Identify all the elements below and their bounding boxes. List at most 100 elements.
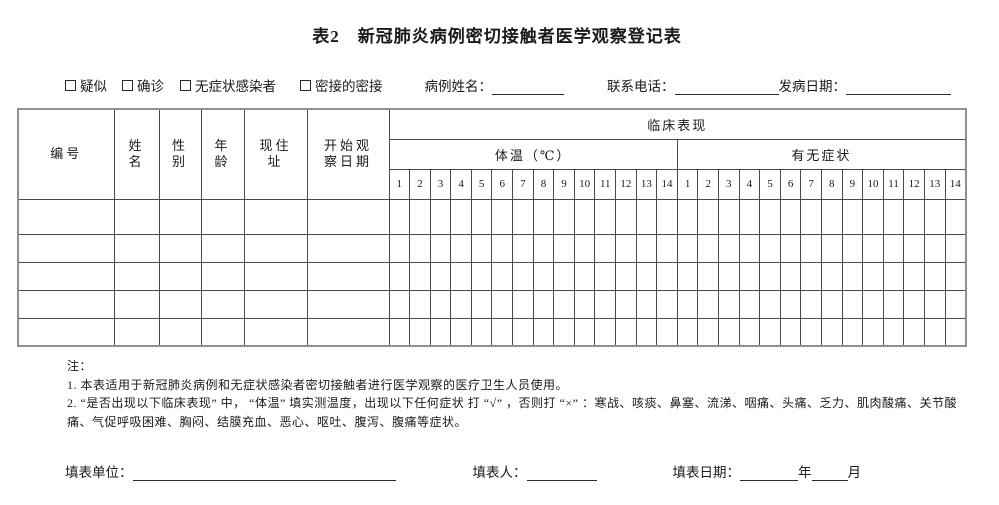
empty-cell[interactable]: [820, 198, 843, 235]
fill-date-month-blank[interactable]: [811, 467, 848, 482]
empty-cell[interactable]: [388, 198, 411, 235]
empty-cell[interactable]: [450, 233, 472, 263]
empty-cell[interactable]: [429, 289, 452, 319]
empty-cell[interactable]: [594, 289, 617, 319]
empty-cell[interactable]: [676, 261, 699, 291]
empty-cell[interactable]: [113, 317, 160, 347]
empty-cell[interactable]: [882, 233, 905, 263]
empty-cell[interactable]: [903, 198, 925, 235]
empty-cell[interactable]: [491, 317, 514, 347]
empty-cell[interactable]: [306, 317, 390, 347]
empty-cell[interactable]: [615, 261, 637, 291]
empty-cell[interactable]: [697, 289, 719, 319]
empty-cell[interactable]: [429, 233, 452, 263]
empty-cell[interactable]: [491, 233, 514, 263]
empty-cell[interactable]: [841, 289, 864, 319]
empty-cell[interactable]: [512, 198, 534, 235]
empty-cell[interactable]: [923, 289, 946, 319]
empty-cell[interactable]: [491, 261, 514, 291]
empty-cell[interactable]: [718, 261, 740, 291]
empty-cell[interactable]: [553, 261, 575, 291]
empty-cell[interactable]: [738, 289, 761, 319]
empty-cell[interactable]: [923, 317, 946, 347]
empty-cell[interactable]: [491, 289, 514, 319]
empty-cell[interactable]: [573, 289, 596, 319]
empty-cell[interactable]: [882, 317, 905, 347]
empty-cell[interactable]: [113, 261, 160, 291]
empty-cell[interactable]: [470, 261, 493, 291]
empty-cell[interactable]: [512, 317, 534, 347]
empty-cell[interactable]: [470, 233, 493, 263]
empty-cell[interactable]: [409, 233, 431, 263]
empty-cell[interactable]: [903, 233, 925, 263]
empty-cell[interactable]: [409, 289, 431, 319]
empty-cell[interactable]: [200, 261, 245, 291]
empty-cell[interactable]: [738, 317, 761, 347]
empty-cell[interactable]: [944, 233, 967, 263]
empty-cell[interactable]: [820, 317, 843, 347]
empty-cell[interactable]: [512, 233, 534, 263]
empty-cell[interactable]: [862, 198, 884, 235]
fill-unit-blank[interactable]: [132, 467, 396, 482]
empty-cell[interactable]: [779, 261, 802, 291]
checkbox-confirmed[interactable]: 确诊: [122, 75, 164, 95]
empty-cell[interactable]: [676, 198, 699, 235]
empty-cell[interactable]: [615, 289, 637, 319]
empty-cell[interactable]: [923, 198, 946, 235]
empty-cell[interactable]: [656, 261, 678, 291]
onset-date-blank[interactable]: [846, 81, 951, 95]
empty-cell[interactable]: [158, 317, 202, 347]
empty-cell[interactable]: [553, 198, 575, 235]
empty-cell[interactable]: [635, 317, 658, 347]
empty-cell[interactable]: [388, 289, 411, 319]
empty-cell[interactable]: [243, 289, 308, 319]
empty-cell[interactable]: [779, 317, 802, 347]
empty-cell[interactable]: [800, 233, 822, 263]
empty-cell[interactable]: [512, 289, 534, 319]
empty-cell[interactable]: [903, 317, 925, 347]
empty-cell[interactable]: [113, 198, 160, 235]
empty-cell[interactable]: [676, 289, 699, 319]
empty-cell[interactable]: [594, 261, 617, 291]
empty-cell[interactable]: [388, 261, 411, 291]
empty-cell[interactable]: [697, 261, 719, 291]
empty-cell[interactable]: [841, 198, 864, 235]
checkbox-suspected[interactable]: 疑似: [65, 75, 107, 95]
empty-cell[interactable]: [676, 233, 699, 263]
empty-cell[interactable]: [656, 233, 678, 263]
empty-cell[interactable]: [388, 317, 411, 347]
empty-cell[interactable]: [429, 198, 452, 235]
empty-cell[interactable]: [841, 261, 864, 291]
empty-cell[interactable]: [470, 317, 493, 347]
empty-cell[interactable]: [903, 261, 925, 291]
empty-cell[interactable]: [532, 317, 555, 347]
empty-cell[interactable]: [697, 317, 719, 347]
empty-cell[interactable]: [718, 198, 740, 235]
empty-cell[interactable]: [820, 233, 843, 263]
empty-cell[interactable]: [944, 289, 967, 319]
empty-cell[interactable]: [944, 261, 967, 291]
empty-cell[interactable]: [429, 261, 452, 291]
empty-cell[interactable]: [200, 317, 245, 347]
empty-cell[interactable]: [553, 289, 575, 319]
empty-cell[interactable]: [862, 289, 884, 319]
empty-cell[interactable]: [820, 289, 843, 319]
empty-cell[interactable]: [594, 233, 617, 263]
empty-cell[interactable]: [243, 317, 308, 347]
empty-cell[interactable]: [158, 233, 202, 263]
empty-cell[interactable]: [800, 198, 822, 235]
empty-cell[interactable]: [409, 317, 431, 347]
empty-cell[interactable]: [779, 233, 802, 263]
empty-cell[interactable]: [388, 233, 411, 263]
empty-cell[interactable]: [450, 198, 472, 235]
empty-cell[interactable]: [158, 261, 202, 291]
empty-cell[interactable]: [923, 261, 946, 291]
empty-cell[interactable]: [759, 198, 781, 235]
empty-cell[interactable]: [882, 198, 905, 235]
empty-cell[interactable]: [697, 198, 719, 235]
checkbox-asymptomatic[interactable]: 无症状感染者: [180, 75, 276, 95]
empty-cell[interactable]: [759, 317, 781, 347]
empty-cell[interactable]: [450, 289, 472, 319]
empty-cell[interactable]: [553, 317, 575, 347]
empty-cell[interactable]: [738, 198, 761, 235]
